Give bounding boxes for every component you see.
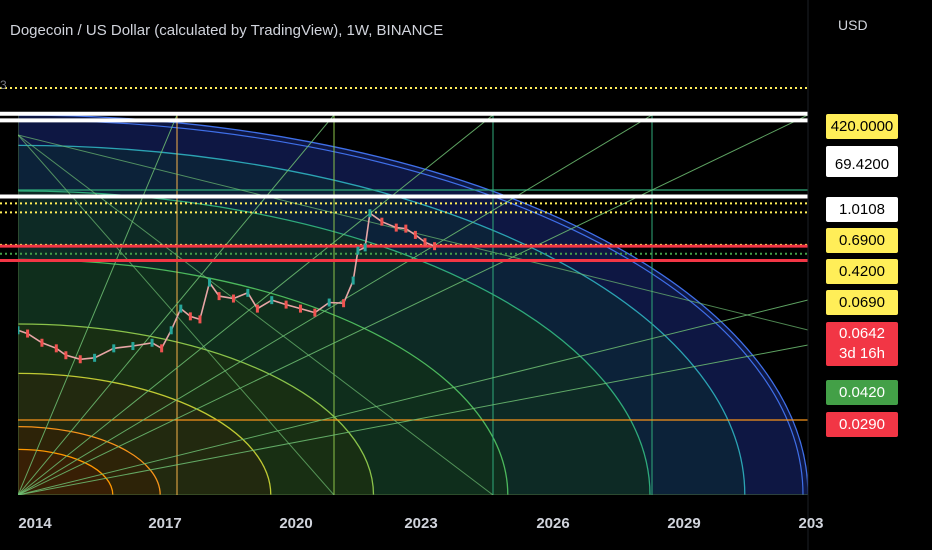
price-candle — [198, 315, 202, 324]
fan-ray — [18, 299, 808, 495]
price-candle — [78, 355, 82, 364]
price-label-value: 0.0690 — [839, 294, 885, 311]
price-label-value: 0.6900 — [839, 232, 885, 249]
time-tick-label: 2020 — [279, 515, 313, 532]
price-line — [18, 211, 435, 361]
price-candle — [40, 338, 44, 347]
horizontal-levels[interactable] — [0, 87, 808, 262]
price-candle — [255, 304, 259, 313]
price-candle — [112, 344, 116, 353]
price-label[interactable]: 69.4200 — [826, 152, 898, 177]
price-label-value: 0.0290 — [839, 416, 885, 433]
price-candle — [26, 329, 30, 338]
price-candle — [413, 230, 417, 239]
fan-ray — [18, 344, 808, 495]
fan-ray — [18, 115, 653, 495]
price-label-value: 1.0108 — [839, 201, 885, 218]
price-candle — [217, 292, 221, 301]
currency-label[interactable]: USD — [838, 17, 868, 33]
price-label[interactable]: 0.0642 3d 16h — [826, 322, 898, 366]
time-tick-label: 2029 — [667, 515, 701, 532]
price-candle — [363, 243, 367, 252]
price-candle — [298, 304, 302, 313]
price-candle — [404, 224, 408, 233]
price-candle — [270, 296, 274, 305]
price-label[interactable]: 0.0690 — [826, 290, 898, 315]
price-label[interactable]: 0.0420 — [826, 380, 898, 405]
price-candle — [313, 308, 317, 317]
price-label-value: 0.0420 — [839, 384, 885, 401]
price-candle — [394, 223, 398, 232]
price-label-value: 0.4200 — [839, 263, 885, 280]
price-candle — [160, 344, 164, 353]
price-candle — [150, 338, 154, 347]
fan-ray — [18, 115, 178, 495]
price-series — [18, 209, 437, 364]
time-tick-label: 203 — [798, 515, 824, 532]
indicator-stub: 3 — [0, 78, 7, 92]
price-label-value: 69.4200 — [834, 156, 890, 173]
time-tick-label: 2023 — [404, 515, 438, 532]
price-candle — [368, 209, 372, 218]
price-candle — [423, 238, 427, 247]
fan-arc — [18, 119, 804, 495]
price-candle — [18, 326, 20, 335]
price-candle — [231, 294, 235, 303]
price-candle — [380, 217, 384, 226]
price-candle — [433, 242, 437, 251]
time-tick-label: 2014 — [18, 515, 52, 532]
fan-ray — [18, 115, 335, 495]
price-label[interactable]: 420.0000 — [826, 114, 898, 139]
price-candle — [327, 298, 331, 307]
price-candle — [64, 351, 68, 360]
price-candle — [351, 276, 355, 285]
price-label[interactable]: 0.6900 — [826, 228, 898, 253]
price-label-value: 420.0000 — [830, 118, 894, 135]
price-candle — [93, 353, 97, 362]
fan-ray — [18, 115, 808, 495]
price-candle — [356, 246, 360, 255]
price-candle — [188, 312, 192, 321]
price-candle — [208, 278, 212, 287]
price-label[interactable]: 0.0290 — [826, 412, 898, 437]
price-candle — [179, 304, 183, 313]
price-candle — [54, 344, 58, 353]
price-label[interactable]: 0.4200 — [826, 259, 898, 284]
price-candle — [246, 288, 250, 297]
gann-fan-drawing[interactable] — [18, 115, 808, 495]
price-label-value: 0.0642 — [839, 325, 885, 342]
price-candle — [131, 342, 135, 351]
chart-title: Dogecoin / US Dollar (calculated by Trad… — [10, 22, 444, 39]
countdown-label: 3d 16h — [839, 345, 885, 362]
time-tick-label: 2017 — [148, 515, 182, 532]
price-candle — [284, 300, 288, 309]
time-tick-label: 2026 — [536, 515, 570, 532]
price-candle — [342, 299, 346, 308]
price-label[interactable]: 1.0108 — [826, 197, 898, 222]
price-candle — [169, 326, 173, 335]
